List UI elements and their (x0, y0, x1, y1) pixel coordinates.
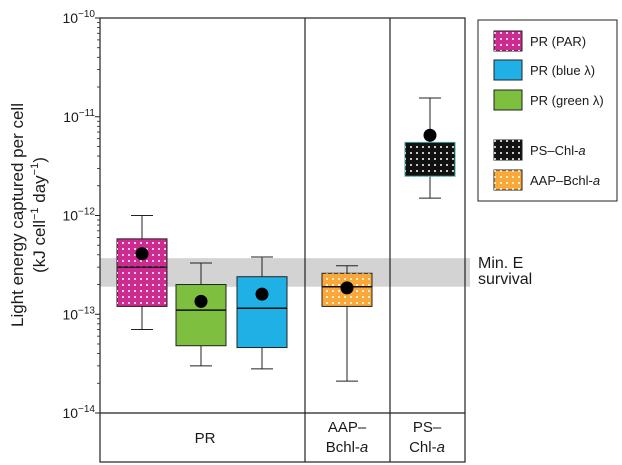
threshold-label-line2: survival (478, 271, 532, 288)
legend-pattern-aap-bchl-a (494, 170, 522, 190)
mean-point-pr-par (135, 247, 149, 261)
plot-frame (99, 17, 466, 463)
y-tick-label: 10−10 (62, 9, 95, 26)
mean-point-pr-green (194, 294, 208, 308)
iqr-pattern-ps-chl-a (405, 142, 455, 177)
group-label-aap-bchl-a: AAP– (328, 419, 367, 436)
group-label-aap-bchl-a: Bchl-a (326, 439, 369, 456)
legend-swatch-pr-green (493, 89, 523, 111)
group-label-ps-chl-a: PS– (413, 419, 442, 436)
y-axis-title-line1: Light energy captured per cell (8, 103, 27, 327)
y-axis: 10−14 10−13 10−12 10−11 10−10 (62, 9, 100, 421)
threshold-label-line1: Min. E (478, 255, 523, 272)
mean-point-aap-bchl-a (340, 281, 354, 295)
mean-point-pr-blue (255, 287, 269, 301)
legend-swatch-pr-blue (493, 59, 523, 81)
y-tick-label: 10−11 (63, 108, 95, 125)
box-pr-par (116, 215, 168, 331)
legend-label-pr-par: PR (PAR) (530, 34, 586, 49)
legend-label-pr-green: PR (green λ) (530, 93, 604, 108)
iqr-box-pr-green (175, 284, 227, 347)
y-axis-title: Light energy captured per cell (kJ cell−… (8, 103, 49, 327)
group-label-pr-par: PR (195, 430, 216, 447)
box-pr-blue (236, 256, 288, 370)
legend-label-aap-bchl-a: AAP–Bchl-a (530, 173, 600, 188)
legend-label-ps-chl-a: PS–Chl-a (530, 143, 586, 158)
y-tick-label: 10−12 (62, 207, 95, 224)
legend-label-pr-blue: PR (blue λ) (530, 63, 595, 78)
y-axis-title-line2: (kJ cell−1 day−1) (29, 157, 49, 273)
y-tick-label: 10−14 (62, 404, 95, 421)
iqr-box-pr-blue (236, 276, 288, 349)
box-aap-bchl-a (321, 265, 373, 382)
y-tick-label: 10−13 (62, 305, 95, 322)
mean-point-ps-chl-a (423, 128, 437, 142)
legend-pattern-pr-par (494, 31, 522, 51)
box-ps-chl-a (404, 97, 456, 199)
threshold-label: Min. E survival (478, 255, 532, 288)
legend-pattern-ps-chl-a (494, 140, 522, 160)
legend: PR (PAR) PR (blue λ) PR (green λ) PS–Chl-a A… (477, 19, 618, 202)
plot-area: PR AAP– Bchl-a PS– Chl-a (99, 17, 470, 463)
box-pr-green (175, 262, 227, 367)
group-label-ps-chl-a: Chl-a (409, 439, 445, 456)
